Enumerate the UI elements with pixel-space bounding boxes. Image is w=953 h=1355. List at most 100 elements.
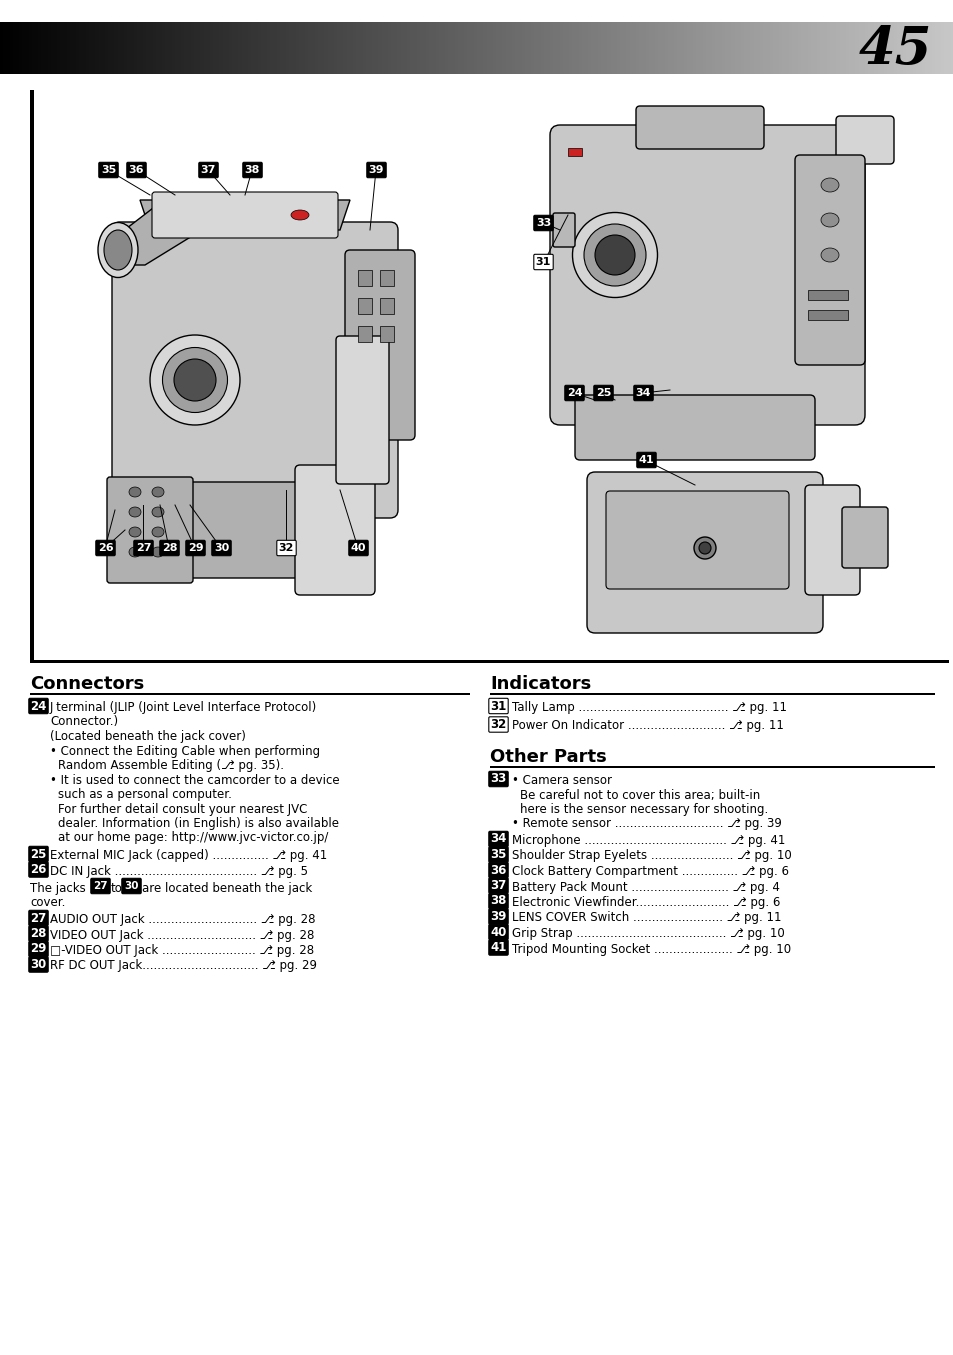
Bar bbox=[3, 22, 7, 75]
Bar bbox=[626, 22, 629, 75]
Bar bbox=[30, 660, 948, 663]
Text: Battery Pack Mount .......................... ⎇ pg. 4: Battery Pack Mount .....................… bbox=[512, 881, 779, 893]
Bar bbox=[334, 22, 336, 75]
Text: 36: 36 bbox=[490, 863, 506, 877]
Bar bbox=[293, 22, 295, 75]
Text: Other Parts: Other Parts bbox=[490, 748, 606, 766]
Bar bbox=[543, 22, 546, 75]
Bar bbox=[946, 22, 950, 75]
Ellipse shape bbox=[129, 527, 141, 537]
Bar bbox=[702, 22, 705, 75]
Bar bbox=[327, 22, 331, 75]
Bar bbox=[807, 310, 847, 320]
Text: 24: 24 bbox=[566, 388, 581, 398]
Bar bbox=[286, 22, 289, 75]
Text: LENS COVER Switch ........................ ⎇ pg. 11: LENS COVER Switch ......................… bbox=[512, 912, 781, 924]
Text: AUDIO OUT Jack ............................. ⎇ pg. 28: AUDIO OUT Jack .........................… bbox=[50, 913, 315, 925]
Bar bbox=[918, 22, 922, 75]
FancyBboxPatch shape bbox=[127, 163, 146, 178]
Bar bbox=[197, 22, 200, 75]
Bar bbox=[0, 22, 3, 75]
Bar bbox=[210, 22, 213, 75]
Bar bbox=[562, 22, 565, 75]
Text: 24: 24 bbox=[30, 699, 47, 713]
Text: 32: 32 bbox=[278, 543, 294, 553]
Bar bbox=[346, 22, 350, 75]
Bar bbox=[803, 22, 807, 75]
Text: 40: 40 bbox=[490, 925, 506, 939]
Bar bbox=[636, 22, 639, 75]
Bar bbox=[357, 298, 372, 314]
Bar bbox=[12, 22, 16, 75]
Bar bbox=[877, 22, 880, 75]
Bar bbox=[343, 22, 346, 75]
Bar bbox=[70, 22, 73, 75]
Text: 33: 33 bbox=[490, 772, 506, 786]
Bar bbox=[279, 22, 283, 75]
Bar bbox=[267, 22, 270, 75]
Bar bbox=[117, 22, 121, 75]
Bar bbox=[79, 22, 83, 75]
Text: 45: 45 bbox=[858, 23, 931, 75]
FancyBboxPatch shape bbox=[29, 925, 49, 942]
Bar bbox=[584, 22, 588, 75]
Bar bbox=[264, 22, 267, 75]
Text: 31: 31 bbox=[536, 257, 551, 267]
Bar bbox=[727, 22, 731, 75]
Bar bbox=[693, 22, 696, 75]
Bar bbox=[238, 22, 241, 75]
Bar bbox=[743, 22, 746, 75]
Bar bbox=[546, 22, 550, 75]
Bar bbox=[740, 22, 743, 75]
Text: 32: 32 bbox=[490, 718, 506, 730]
Bar bbox=[51, 22, 54, 75]
FancyBboxPatch shape bbox=[488, 862, 508, 878]
Bar bbox=[38, 22, 41, 75]
Bar bbox=[355, 22, 359, 75]
Bar bbox=[7, 22, 10, 75]
FancyBboxPatch shape bbox=[553, 213, 575, 247]
FancyBboxPatch shape bbox=[29, 847, 49, 862]
Bar bbox=[295, 22, 298, 75]
FancyBboxPatch shape bbox=[133, 541, 153, 556]
Bar bbox=[422, 22, 426, 75]
Bar bbox=[298, 22, 302, 75]
Bar bbox=[283, 22, 286, 75]
Bar bbox=[127, 22, 131, 75]
Text: External MIC Jack (capped) ............... ⎇ pg. 41: External MIC Jack (capped) .............… bbox=[50, 850, 327, 862]
Bar bbox=[207, 22, 210, 75]
FancyBboxPatch shape bbox=[91, 878, 111, 894]
Bar bbox=[302, 22, 305, 75]
Ellipse shape bbox=[162, 347, 227, 412]
FancyBboxPatch shape bbox=[29, 911, 49, 925]
Ellipse shape bbox=[572, 213, 657, 298]
FancyBboxPatch shape bbox=[794, 154, 864, 364]
Bar bbox=[870, 22, 874, 75]
Bar bbox=[893, 22, 896, 75]
Bar bbox=[235, 22, 238, 75]
Bar bbox=[696, 22, 699, 75]
Bar bbox=[213, 22, 216, 75]
FancyBboxPatch shape bbox=[633, 385, 653, 401]
Bar bbox=[905, 22, 908, 75]
Text: 28: 28 bbox=[30, 927, 47, 940]
Text: 40: 40 bbox=[351, 543, 366, 553]
Text: 30: 30 bbox=[124, 881, 138, 892]
Bar bbox=[683, 22, 686, 75]
Bar bbox=[369, 22, 372, 75]
Bar bbox=[379, 270, 394, 286]
Text: 30: 30 bbox=[30, 958, 47, 972]
Bar bbox=[836, 22, 839, 75]
FancyBboxPatch shape bbox=[488, 909, 508, 924]
Bar bbox=[855, 22, 858, 75]
Bar bbox=[648, 22, 651, 75]
Text: 38: 38 bbox=[245, 165, 260, 175]
Bar bbox=[677, 22, 679, 75]
Text: are located beneath the jack: are located beneath the jack bbox=[142, 882, 312, 896]
Text: Clock Battery Compartment ............... ⎇ pg. 6: Clock Battery Compartment ..............… bbox=[512, 864, 788, 878]
Bar bbox=[29, 22, 31, 75]
Bar bbox=[858, 22, 861, 75]
Bar bbox=[16, 22, 19, 75]
Bar bbox=[569, 22, 572, 75]
Bar bbox=[498, 22, 502, 75]
